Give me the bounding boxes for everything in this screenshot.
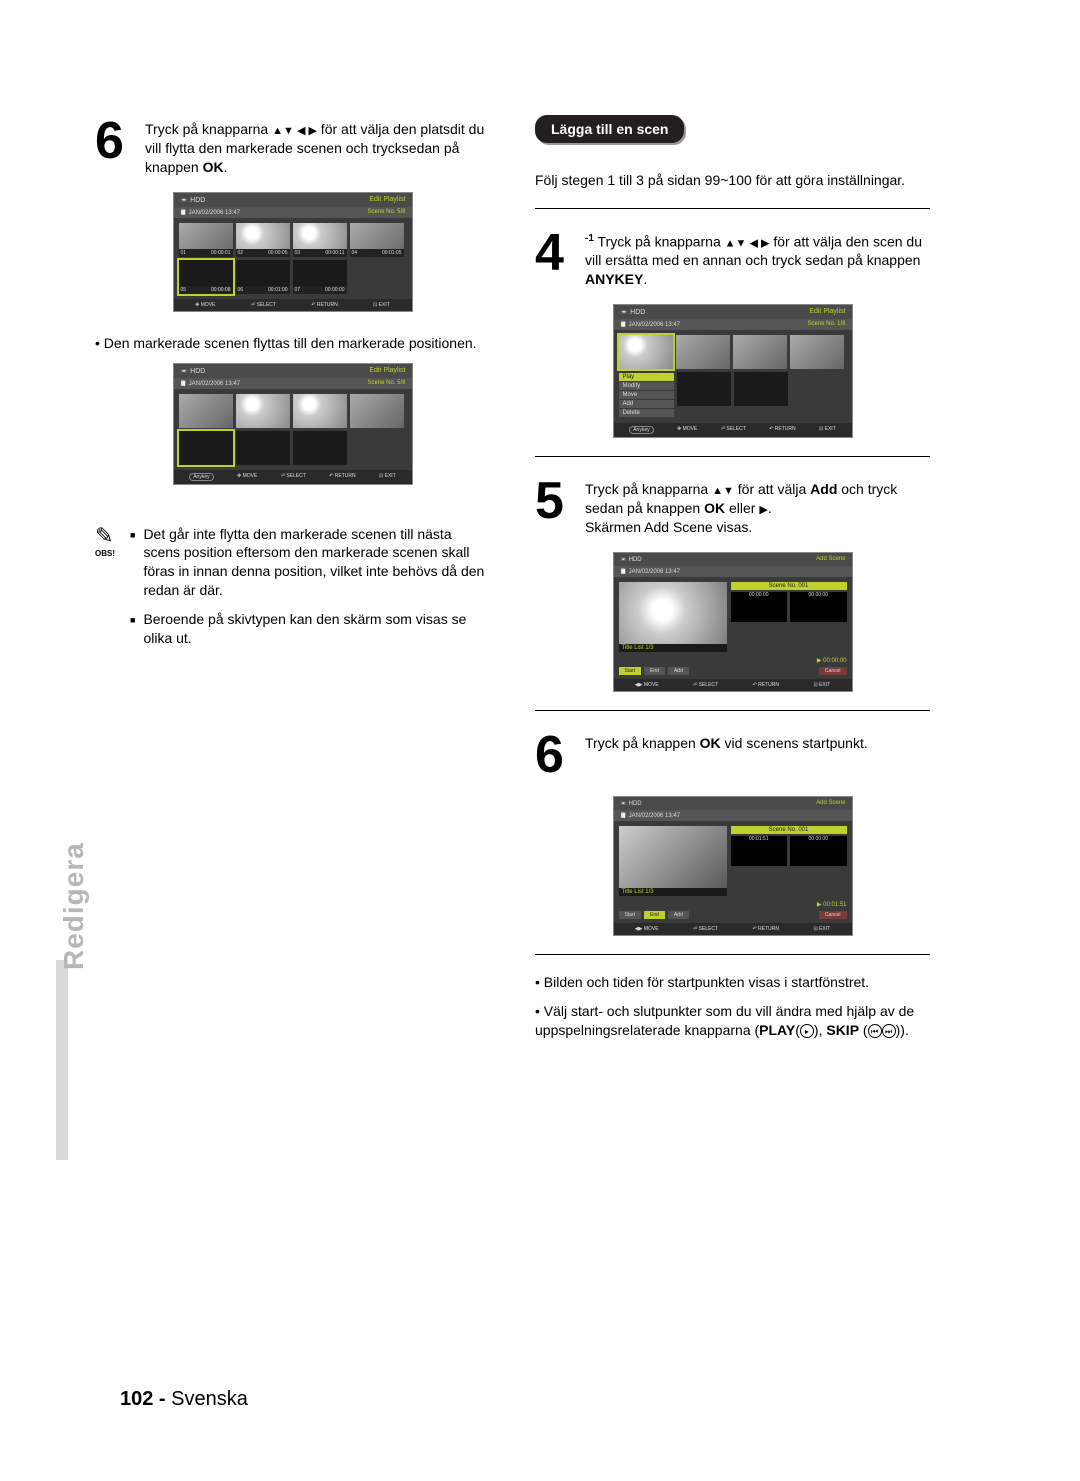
skip-back-icon: ⏮: [868, 1024, 882, 1038]
separator: [535, 954, 930, 955]
screenshot-add-scene-1: 📼 HDDAdd Scene 📋 JAN/02/2006 13:47 Title…: [613, 552, 853, 692]
skip-fwd-icon: ⏭: [882, 1024, 896, 1038]
step-text: -1 Tryck på knapparna ▲▼ ◀ ▶ för att väl…: [585, 227, 930, 289]
sub-note: • Den markerade scenen flyttas till den …: [95, 334, 490, 353]
context-menu: Play Modify Move Add Delete: [619, 372, 674, 418]
screenshot-playlist-menu: 📼 HDDEdit Playlist 📋 JAN/02/2006 13:47Sc…: [613, 304, 853, 438]
timecode: ▶ 00:00:00: [614, 657, 852, 667]
right-column: Lägga till en scen Följ stegen 1 till 3 …: [535, 115, 930, 1050]
screenshot-edit-playlist-2: 📼 HDDEdit Playlist 📋 JAN/02/2006 13:47Sc…: [173, 363, 413, 485]
step-number: 6: [95, 115, 135, 177]
step-number: 4: [535, 227, 575, 289]
separator: [535, 456, 930, 457]
play-icon: ▸: [800, 1024, 814, 1038]
step-6-left: 6 Tryck på knapparna ▲▼ ◀ ▶ för att välj…: [95, 115, 490, 177]
step-text: Tryck på knapparna ▲▼ för att välja Add …: [585, 475, 930, 537]
side-bar: [56, 960, 68, 1160]
bullet-1: • Bilden och tiden för startpunkten visa…: [535, 973, 930, 992]
step-5: 5 Tryck på knapparna ▲▼ för att välja Ad…: [535, 475, 930, 537]
step-number: 5: [535, 475, 575, 537]
note-label: OBS!: [95, 549, 115, 558]
page-footer: 102 - Svenska: [120, 1388, 248, 1411]
step-4: 4 -1 Tryck på knapparna ▲▼ ◀ ▶ för att v…: [535, 227, 930, 289]
step-text: Tryck på knapparna ▲▼ ◀ ▶ för att välja …: [145, 115, 490, 177]
side-label: Redigera: [58, 842, 90, 970]
step-6-right: 6 Tryck på knappen OK vid scenens startp…: [535, 729, 930, 781]
step-number: 6: [535, 729, 575, 781]
screenshot-edit-playlist-1: 📼 HDDEdit Playlist 📋 JAN/02/2006 13:47Sc…: [173, 192, 413, 312]
intro-text: Följ stegen 1 till 3 på sidan 99~100 för…: [535, 171, 930, 190]
timecode: ▶ 00:01:51: [614, 901, 852, 911]
separator: [535, 710, 930, 711]
separator: [535, 208, 930, 209]
section-pill: Lägga till en scen: [535, 115, 684, 143]
left-column: 6 Tryck på knapparna ▲▼ ◀ ▶ för att välj…: [95, 115, 490, 1050]
note-block: ✎ OBS! ■Det går inte flytta den markerad…: [95, 525, 490, 658]
screenshot-add-scene-2: 📼 HDDAdd Scene 📋 JAN/02/2006 13:47 Title…: [613, 796, 853, 936]
note-icon: ✎: [95, 525, 115, 547]
step-text: Tryck på knappen OK vid scenens startpun…: [585, 729, 868, 781]
note-icon-col: ✎ OBS!: [95, 525, 115, 658]
bullet-2: • Välj start- och slutpunkter som du vil…: [535, 1002, 930, 1040]
